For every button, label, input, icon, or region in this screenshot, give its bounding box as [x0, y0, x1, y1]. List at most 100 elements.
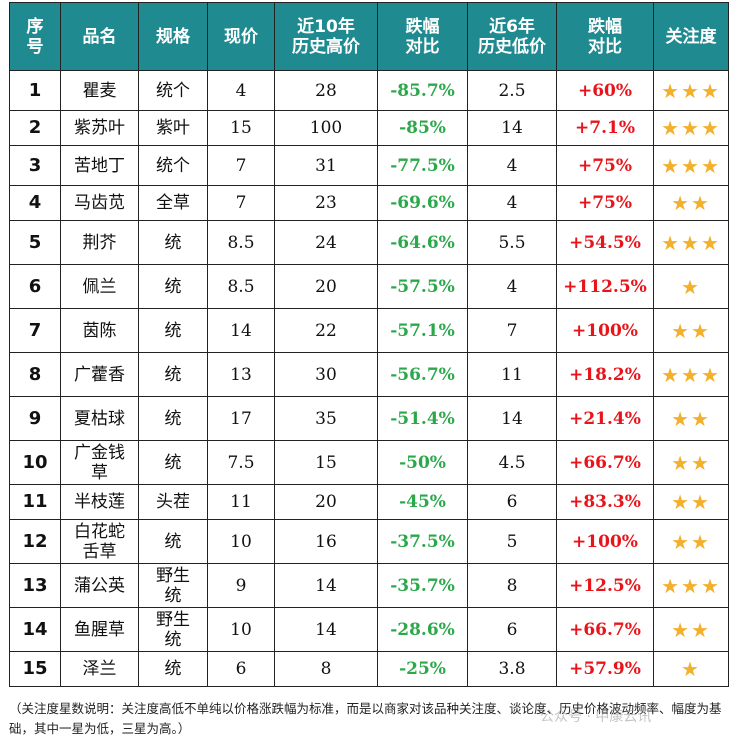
cell-attention-stars: ★	[653, 651, 729, 687]
table-row: 11 半枝莲 头茬 11 20 -45% 6 +83.3% ★★	[9, 484, 729, 520]
cell-spec: 统个	[138, 70, 208, 111]
cell-low6: 6	[467, 484, 557, 520]
cell-rise: +100%	[556, 308, 654, 353]
table-row: 15 泽兰统 6 8 -25% 3.8 +57.9% ★	[9, 651, 729, 687]
header-rise: 跌幅 对比	[556, 2, 654, 71]
cell-index: 12	[9, 519, 61, 564]
cell-name: 广金钱 草	[60, 440, 139, 485]
cell-index: 11	[9, 484, 61, 520]
cell-spec: 野生 统	[138, 607, 208, 652]
cell-index: 7	[9, 308, 61, 353]
cell-high10: 31	[274, 145, 378, 186]
cell-name: 半枝莲	[60, 484, 139, 520]
cell-low6: 4	[467, 145, 557, 186]
cell-rise: +21.4%	[556, 396, 654, 441]
header-drop: 跌幅 对比	[377, 2, 468, 71]
cell-rise: +83.3%	[556, 484, 654, 520]
table-row: 8 广藿香统 13 30 -56.7% 11 +18.2% ★★★	[9, 352, 729, 397]
cell-low6: 5	[467, 519, 557, 564]
cell-price: 8.5	[207, 264, 275, 309]
cell-low6: 4	[467, 264, 557, 309]
table-row: 2 紫苏叶 紫叶 15 100 -85% 14 +7.1% ★★★	[9, 110, 729, 146]
cell-drop: -69.6%	[377, 185, 468, 221]
cell-price: 11	[207, 484, 275, 520]
cell-attention-stars: ★★★	[653, 563, 729, 608]
cell-drop: -64.6%	[377, 220, 468, 265]
cell-drop: -28.6%	[377, 607, 468, 652]
cell-low6: 2.5	[467, 70, 557, 111]
cell-index: 2	[9, 110, 61, 146]
cell-name: 鱼腥草	[60, 607, 139, 652]
table-row: 6 佩兰统 8.5 20 -57.5% 4 +112.5% ★	[9, 264, 729, 309]
cell-name: 马齿苋	[60, 185, 139, 221]
cell-high10: 20	[274, 484, 378, 520]
cell-index: 9	[9, 396, 61, 441]
cell-spec: 统	[138, 264, 208, 309]
cell-index: 5	[9, 220, 61, 265]
cell-low6: 14	[467, 396, 557, 441]
cell-index: 10	[9, 440, 61, 485]
cell-high10: 16	[274, 519, 378, 564]
cell-spec: 全草	[138, 185, 208, 221]
table-row: 12 白花蛇 舌草统 10 16 -37.5% 5 +100% ★★	[9, 519, 729, 564]
cell-price: 4	[207, 70, 275, 111]
cell-rise: +54.5%	[556, 220, 654, 265]
header-attention: 关注度	[653, 2, 729, 71]
header-index: 序 号	[9, 2, 61, 71]
cell-drop: -85%	[377, 110, 468, 146]
cell-attention-stars: ★★	[653, 484, 729, 520]
cell-attention-stars: ★★	[653, 519, 729, 564]
cell-spec: 统	[138, 519, 208, 564]
cell-price: 9	[207, 563, 275, 608]
cell-index: 15	[9, 651, 61, 687]
table-row: 1 瞿麦 统个 4 28 -85.7% 2.5 +60% ★★★	[9, 70, 729, 111]
cell-rise: +7.1%	[556, 110, 654, 146]
header-spec: 规格	[138, 2, 208, 71]
table-row: 9 夏枯球统 17 35 -51.4% 14 +21.4% ★★	[9, 396, 729, 441]
cell-high10: 35	[274, 396, 378, 441]
table-row: 13 蒲公英 野生 统 9 14 -35.7% 8 +12.5% ★★★	[9, 563, 729, 608]
cell-rise: +75%	[556, 145, 654, 186]
cell-price: 7	[207, 185, 275, 221]
cell-drop: -25%	[377, 651, 468, 687]
cell-price: 17	[207, 396, 275, 441]
cell-high10: 14	[274, 607, 378, 652]
header-price: 现价	[207, 2, 275, 71]
cell-rise: +66.7%	[556, 607, 654, 652]
cell-spec: 统	[138, 651, 208, 687]
cell-high10: 23	[274, 185, 378, 221]
cell-attention-stars: ★★★	[653, 220, 729, 265]
cell-attention-stars: ★★	[653, 396, 729, 441]
cell-price: 15	[207, 110, 275, 146]
cell-high10: 20	[274, 264, 378, 309]
cell-high10: 30	[274, 352, 378, 397]
cell-name: 广藿香	[60, 352, 139, 397]
cell-spec: 头茬	[138, 484, 208, 520]
cell-spec: 野生 统	[138, 563, 208, 608]
cell-index: 13	[9, 563, 61, 608]
cell-attention-stars: ★★	[653, 607, 729, 652]
cell-rise: +112.5%	[556, 264, 654, 309]
cell-name: 紫苏叶	[60, 110, 139, 146]
cell-index: 14	[9, 607, 61, 652]
cell-index: 3	[9, 145, 61, 186]
table-row: 7 茵陈统 14 22 -57.1% 7 +100% ★★	[9, 308, 729, 353]
cell-rise: +18.2%	[556, 352, 654, 397]
cell-name: 泽兰	[60, 651, 139, 687]
cell-spec: 统	[138, 352, 208, 397]
cell-high10: 22	[274, 308, 378, 353]
cell-drop: -51.4%	[377, 396, 468, 441]
cell-low6: 14	[467, 110, 557, 146]
table-row: 4 马齿苋 全草 7 23 -69.6% 4 +75% ★★	[9, 185, 729, 221]
cell-index: 6	[9, 264, 61, 309]
cell-name: 瞿麦	[60, 70, 139, 111]
cell-drop: -77.5%	[377, 145, 468, 186]
cell-attention-stars: ★★★	[653, 110, 729, 146]
cell-low6: 3.8	[467, 651, 557, 687]
cell-high10: 28	[274, 70, 378, 111]
cell-spec: 统个	[138, 145, 208, 186]
cell-drop: -37.5%	[377, 519, 468, 564]
price-comparison-table: 序 号 品名 规格 现价 近10年 历史高价 跌幅 对比 近6年 历史低价 跌幅…	[9, 2, 729, 687]
cell-low6: 11	[467, 352, 557, 397]
cell-price: 6	[207, 651, 275, 687]
